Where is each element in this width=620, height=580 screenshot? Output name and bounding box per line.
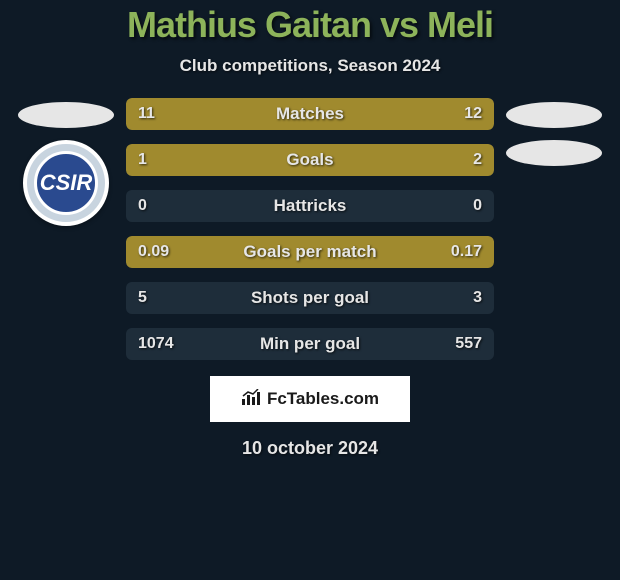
stat-value-right: 2: [473, 151, 482, 169]
player-photo-placeholder-left: [18, 102, 114, 128]
right-column: [500, 98, 608, 360]
date-line: 10 october 2024: [0, 438, 620, 459]
club-badge-left: CSIR: [23, 140, 109, 226]
stat-value-right: 0: [473, 197, 482, 215]
stat-label: Min per goal: [126, 334, 494, 354]
stat-row: 5Shots per goal3: [126, 282, 494, 314]
left-column: CSIR: [12, 98, 120, 360]
stat-label: Goals: [126, 150, 494, 170]
club-badge-placeholder-right: [506, 140, 602, 166]
stat-label: Goals per match: [126, 242, 494, 262]
stat-label: Matches: [126, 104, 494, 124]
brand-chart-icon: [241, 389, 261, 410]
brand-label: FcTables.com: [267, 389, 379, 409]
title: Mathius Gaitan vs Meli: [0, 4, 620, 46]
stat-value-right: 12: [464, 105, 482, 123]
stat-row: 11Matches12: [126, 98, 494, 130]
stat-value-right: 3: [473, 289, 482, 307]
stat-row: 1Goals2: [126, 144, 494, 176]
stat-label: Hattricks: [126, 196, 494, 216]
stats-column: 11Matches12 1Goals2 0Hattricks0 0.09Goals p…: [120, 98, 500, 360]
stat-value-right: 557: [455, 335, 482, 353]
main-area: CSIR 11Matches12 1Goals2 0Hattricks0 0.09Go…: [0, 98, 620, 360]
stat-value-right: 0.17: [451, 243, 482, 261]
stat-label: Shots per goal: [126, 288, 494, 308]
player-photo-placeholder-right: [506, 102, 602, 128]
stat-row: 0Hattricks0: [126, 190, 494, 222]
brand-box: FcTables.com: [210, 376, 410, 422]
stat-row: 0.09Goals per match0.17: [126, 236, 494, 268]
stat-row: 1074Min per goal557: [126, 328, 494, 360]
subtitle: Club competitions, Season 2024: [0, 56, 620, 76]
club-badge-text: CSIR: [34, 151, 98, 215]
comparison-card: Mathius Gaitan vs Meli Club competitions…: [0, 0, 620, 580]
